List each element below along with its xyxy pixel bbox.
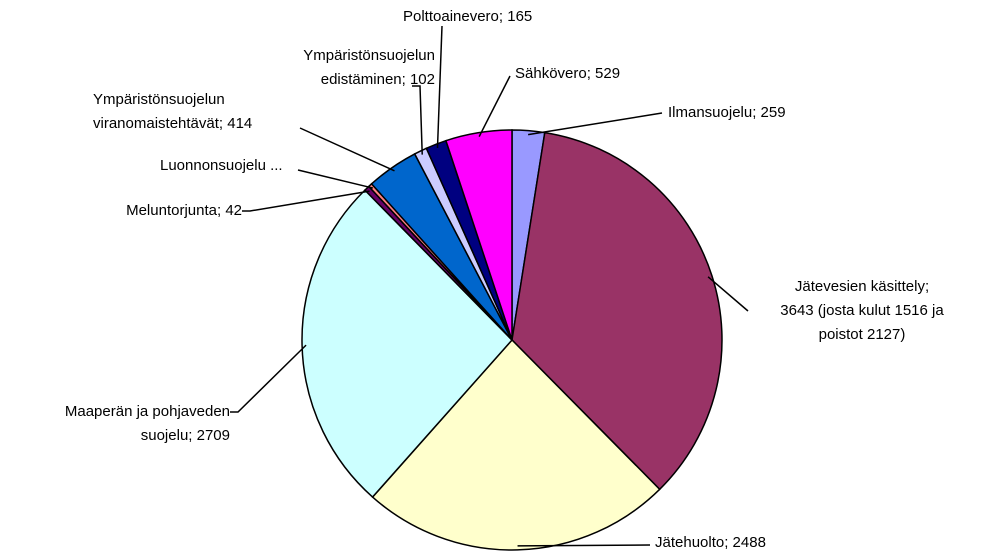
leader-line	[478, 75, 511, 137]
data-label: Meluntorjunta; 42	[126, 202, 242, 219]
data-label: Ilmansuojelu; 259	[668, 104, 786, 121]
leader-line	[528, 112, 663, 136]
pie-slice	[301, 189, 514, 499]
leader-line	[412, 85, 423, 155]
data-label: poistot 2127)	[819, 326, 906, 343]
leader-line	[297, 169, 374, 189]
data-label: 3643 (josta kulut 1516 ja	[780, 302, 944, 319]
data-label: Luonnonsuojelu ...	[160, 157, 283, 174]
data-label: Maaperän ja pohjaveden	[65, 403, 230, 420]
leader-line	[299, 127, 395, 172]
data-label: viranomaistehtävät; 414	[93, 115, 252, 132]
leader-line	[436, 25, 443, 148]
data-label: Ympäristönsuojelun	[93, 91, 225, 108]
data-label: Jätevesien käsittely;	[795, 278, 929, 295]
data-label: suojelu; 2709	[141, 427, 230, 444]
leader-line	[242, 190, 370, 212]
pie-slice	[511, 131, 723, 491]
data-label: Sähkövero; 529	[515, 65, 620, 82]
leader-line	[707, 276, 749, 312]
data-label: Polttoainevero; 165	[403, 8, 532, 25]
pie-slice	[371, 338, 661, 551]
data-label: edistäminen; 102	[321, 71, 435, 88]
leader-line	[230, 344, 307, 413]
data-label: Jätehuolto; 2488	[655, 534, 766, 551]
leader-line	[517, 544, 651, 547]
pie-slice	[444, 129, 513, 341]
data-label: Ympäristönsuojelun	[303, 47, 435, 64]
